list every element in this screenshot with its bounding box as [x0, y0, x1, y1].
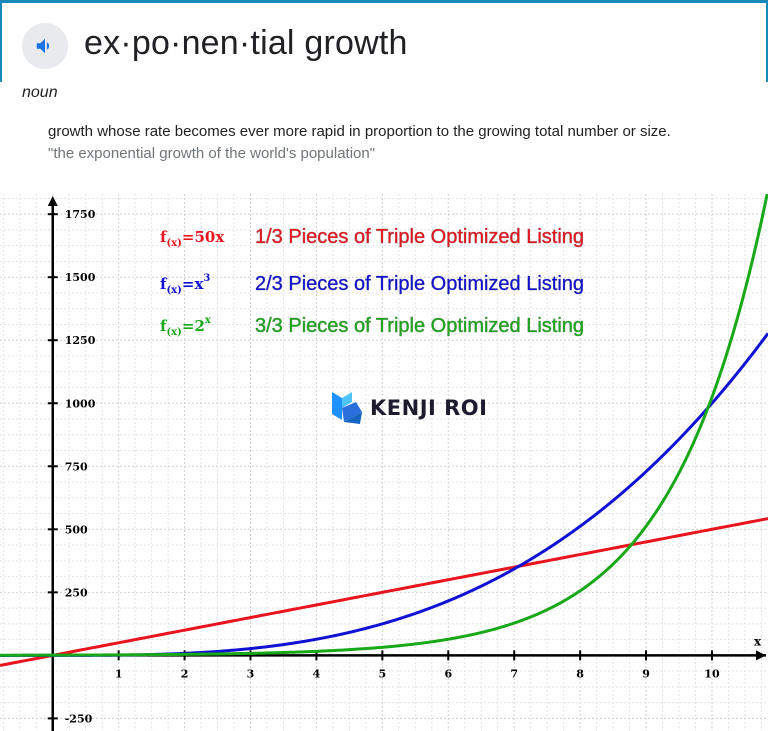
- legend-formula: f(x)=2x: [160, 315, 212, 338]
- x-tick-label: 1: [115, 667, 123, 680]
- legend-formula: f(x)=50x: [160, 228, 225, 249]
- kenji-roi-logo: KENJI ROI: [330, 390, 487, 426]
- y-tick-label: 750: [65, 460, 88, 473]
- y-tick-label: 1500: [65, 271, 96, 284]
- dictionary-word: ex·po·nen·tial growth: [84, 24, 408, 62]
- y-tick-label: 1250: [65, 334, 96, 347]
- x-tick-label: 4: [313, 667, 321, 680]
- exponential-growth-chart: x 1 2 3 4 5 6 7 8 9 10 -250 250 500 750 1000 1250 1500 175…: [0, 194, 768, 731]
- x-tick-label: 9: [642, 667, 650, 680]
- legend-series-label: 3/3 Pieces of Triple Optimized Listing: [255, 315, 584, 337]
- x-axis-label: x: [754, 634, 762, 648]
- legend-series-label: 2/3 Pieces of Triple Optimized Listing: [255, 273, 584, 295]
- x-tick-label: 10: [704, 667, 720, 680]
- y-tick-label: -250: [65, 712, 93, 725]
- x-axis-arrow: [756, 650, 766, 661]
- series-line-50x: [0, 517, 768, 667]
- legend-formula: f(x)=x3: [160, 273, 210, 296]
- legend-series-label: 1/3 Pieces of Triple Optimized Listing: [255, 226, 584, 248]
- x-tick-label: 2: [181, 667, 189, 680]
- y-tick-label: 500: [65, 523, 88, 536]
- series-line-xpow3: [0, 332, 768, 657]
- x-tick-label: 8: [576, 667, 584, 680]
- y-tick-label: 250: [65, 586, 88, 599]
- y-tick-label: 1750: [65, 208, 96, 221]
- kenji-roi-logo-icon: [332, 392, 362, 424]
- x-tick-label: 6: [444, 667, 452, 680]
- pronunciation-speaker-button[interactable]: [22, 23, 68, 69]
- example-sentence: "the exponential growth of the world's p…: [48, 145, 376, 162]
- series-line-2powx: [0, 194, 768, 657]
- x-tick-label: 7: [510, 667, 518, 680]
- y-tick-label: 1000: [65, 397, 96, 410]
- y-axis-arrow: [47, 196, 58, 206]
- part-of-speech: noun: [22, 84, 58, 101]
- x-tick-label: 5: [379, 667, 387, 680]
- header-rule: [0, 0, 768, 3]
- logo-text: KENJI ROI: [370, 396, 488, 420]
- definition-text: growth whose rate becomes ever more rapi…: [48, 123, 671, 140]
- speaker-icon: [36, 38, 50, 54]
- card-border-right: [766, 0, 768, 82]
- x-tick-label: 3: [247, 667, 255, 680]
- card-border-left: [0, 0, 2, 82]
